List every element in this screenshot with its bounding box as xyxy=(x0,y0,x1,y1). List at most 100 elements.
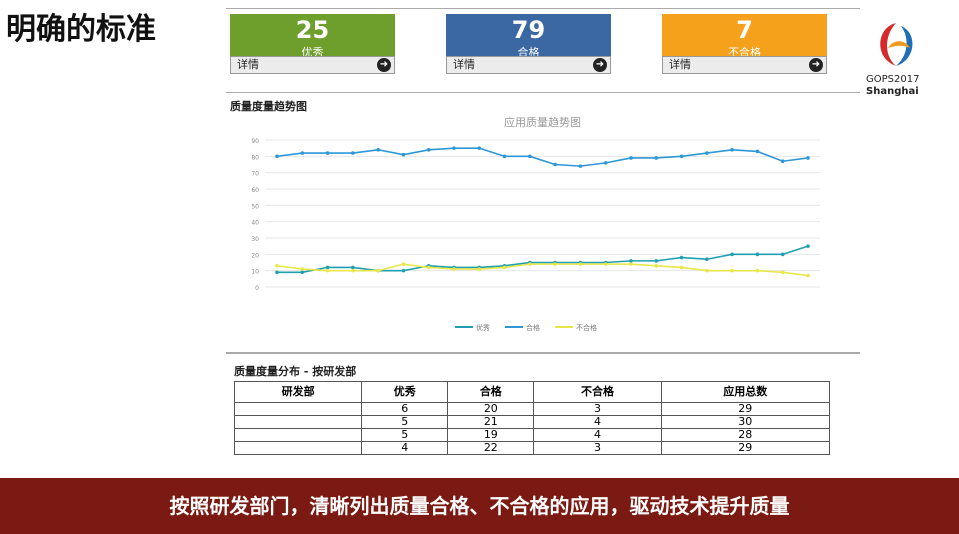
banner: 按照研发部门，清晰列出质量合格、不合格的应用，驱动技术提升质量 xyxy=(0,478,959,534)
banner-text: 按照研发部门，清晰列出质量合格、不合格的应用，驱动技术提升质量 xyxy=(169,494,790,518)
kpi-value: 25 xyxy=(295,16,330,44)
table-row: 5 19 4 28 xyxy=(233,428,831,442)
data-point xyxy=(755,149,760,154)
rule xyxy=(226,8,860,9)
table-cell: 22 xyxy=(447,441,535,455)
table-cell: 6 xyxy=(361,402,449,416)
dept-cell xyxy=(233,415,363,429)
data-point xyxy=(300,270,305,275)
table-header-row: 研发部 优秀 合格 不合格 应用总数 xyxy=(233,381,831,403)
arrow-icon: ➜ xyxy=(809,58,823,72)
data-point xyxy=(755,252,760,257)
data-point xyxy=(401,262,406,266)
data-point xyxy=(502,154,507,159)
data-point xyxy=(275,270,279,275)
data-point xyxy=(730,252,734,257)
data-point xyxy=(806,273,810,278)
data-point xyxy=(528,262,532,266)
detail-link[interactable]: 详情 ➜ xyxy=(662,56,827,74)
logo-name: GOPS2017 xyxy=(866,74,920,85)
table-row: 5 21 4 30 xyxy=(233,415,831,429)
table-cell: 29 xyxy=(660,402,831,416)
table: 研发部 优秀 合格 不合格 应用总数 6 20 3 29 5 21 4 30 5 19 4 28 4 22 3 29 xyxy=(233,381,831,455)
table-cell: 29 xyxy=(660,441,831,455)
data-point xyxy=(629,259,633,263)
kpi-value: 79 xyxy=(511,16,546,44)
header-cell: 优秀 xyxy=(361,381,449,403)
data-point xyxy=(401,152,406,157)
y-tick-label: 50 xyxy=(251,203,259,210)
section-title: 质量度量分布 - 按研发部 xyxy=(234,365,357,378)
data-point xyxy=(755,268,760,273)
table-row: 6 20 3 29 xyxy=(233,402,831,416)
table-cell: 4 xyxy=(533,428,662,442)
chart: 应用质量趋势图 0 10 20 30 40 50 60 70 80 90 优秀 合格 不合格 xyxy=(251,115,820,332)
table-cell: 30 xyxy=(660,415,831,429)
section-title: 质量度量趋势图 xyxy=(230,100,307,113)
header-cell: 不合格 xyxy=(533,381,662,403)
data-point xyxy=(654,259,659,263)
rule xyxy=(226,352,860,354)
data-point xyxy=(477,267,482,271)
series-line xyxy=(276,147,809,167)
y-tick-label: 30 xyxy=(251,236,259,243)
kpi-card: 7 不合格 详情 ➜ xyxy=(662,14,827,74)
kpi-value: 7 xyxy=(736,16,753,44)
data-point xyxy=(705,268,709,273)
data-point xyxy=(376,268,380,273)
data-point xyxy=(780,252,785,257)
data-point xyxy=(705,151,709,155)
data-point xyxy=(275,263,279,268)
data-point xyxy=(300,267,305,271)
series-line xyxy=(276,263,809,277)
data-point xyxy=(351,151,355,155)
data-point xyxy=(426,265,431,270)
table-cell: 28 xyxy=(660,428,831,442)
data-point xyxy=(679,265,684,270)
data-point xyxy=(806,244,810,248)
data-point xyxy=(275,154,279,159)
table-cell: 4 xyxy=(361,441,449,455)
kpi-label: 合格 xyxy=(517,46,540,59)
data-point xyxy=(376,148,380,152)
table-cell: 3 xyxy=(533,402,662,416)
y-tick-label: 80 xyxy=(251,154,259,161)
legend-label: 优秀 xyxy=(476,323,490,332)
data-point xyxy=(629,156,633,160)
data-point xyxy=(705,257,709,262)
data-point xyxy=(806,156,810,160)
data-point xyxy=(654,263,659,268)
data-point xyxy=(578,262,583,266)
y-tick-label: 90 xyxy=(251,138,259,145)
arrow-icon: ➜ xyxy=(377,58,391,72)
chart-title: 应用质量趋势图 xyxy=(504,115,581,129)
data-point xyxy=(679,154,684,159)
data-point xyxy=(629,262,633,266)
data-point xyxy=(654,156,659,160)
data-point xyxy=(780,159,785,164)
data-point xyxy=(603,262,608,266)
data-point xyxy=(351,265,355,270)
arrow-icon: ➜ xyxy=(593,58,607,72)
data-point xyxy=(300,151,305,155)
data-point xyxy=(426,148,431,152)
series-line xyxy=(277,245,809,274)
table-row: 4 22 3 29 xyxy=(233,441,831,455)
table-cell: 5 xyxy=(361,428,449,442)
legend-label: 不合格 xyxy=(576,323,597,332)
data-point xyxy=(553,262,557,266)
data-point xyxy=(780,270,785,275)
header-cell: 研发部 xyxy=(233,381,363,403)
data-point xyxy=(401,268,406,273)
data-point xyxy=(351,268,355,273)
header-cell: 应用总数 xyxy=(660,381,831,403)
detail-link[interactable]: 详情 ➜ xyxy=(230,56,395,74)
detail-link[interactable]: 详情 ➜ xyxy=(446,56,611,74)
data-point xyxy=(325,268,330,273)
slide-title: 明确的标准 xyxy=(6,12,156,47)
data-point xyxy=(603,161,608,165)
data-point xyxy=(325,151,330,155)
data-point xyxy=(578,164,583,168)
data-point xyxy=(452,146,456,150)
